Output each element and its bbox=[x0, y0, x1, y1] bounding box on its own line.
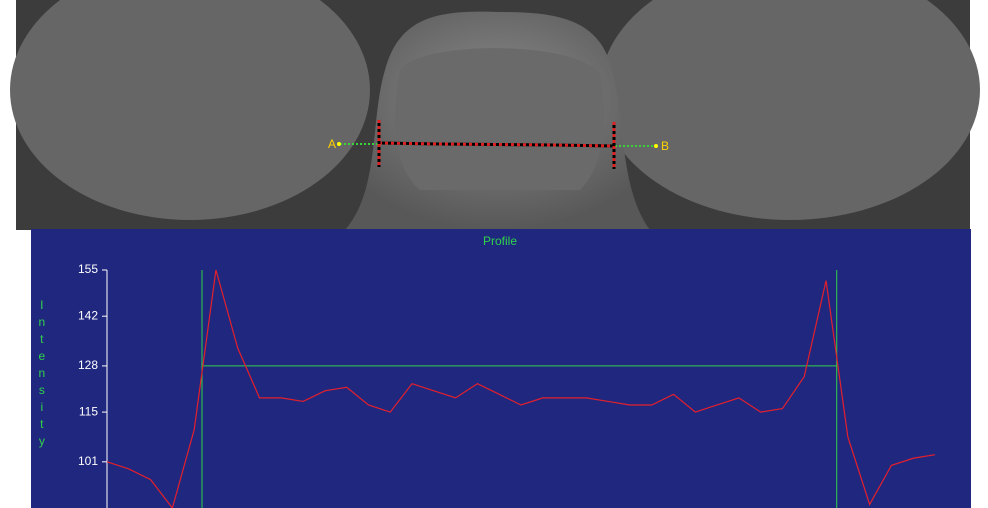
y-tick-label: 142 bbox=[78, 308, 98, 322]
y-axis-label: Intensity bbox=[35, 298, 49, 451]
profile-panel bbox=[31, 229, 971, 508]
point-label: A bbox=[328, 137, 336, 151]
chart-title: Profile bbox=[483, 234, 517, 248]
y-tick-label: 101 bbox=[78, 454, 98, 468]
ct-image: A B bbox=[10, 0, 980, 230]
endpoint bbox=[337, 142, 341, 146]
y-tick-label: 128 bbox=[78, 358, 98, 372]
y-tick-label: 155 bbox=[78, 262, 98, 276]
screen: A B Profile Intensity 101 115 128 142 155 bbox=[0, 0, 988, 508]
point-label: B bbox=[661, 139, 669, 153]
endpoint bbox=[654, 144, 658, 148]
y-tick-label: 115 bbox=[79, 404, 98, 418]
